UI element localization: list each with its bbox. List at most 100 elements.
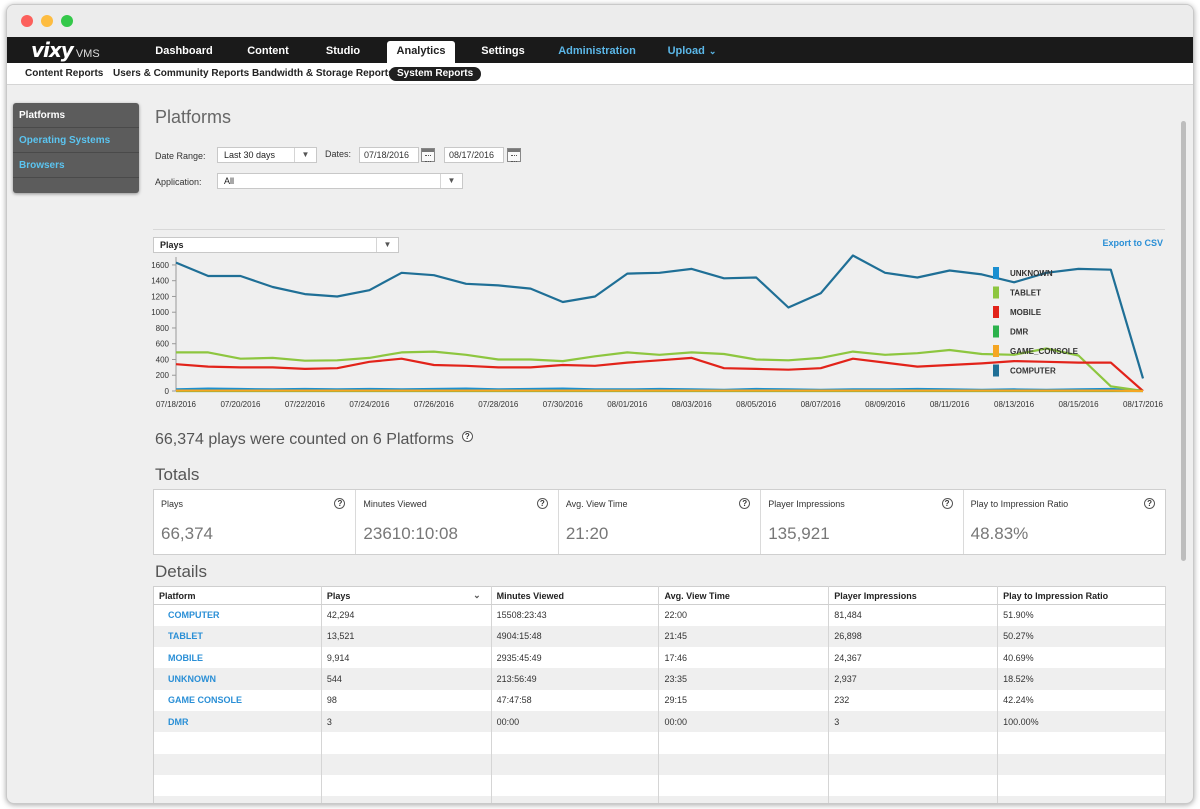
legend-swatch (993, 325, 999, 338)
sidebar-item-platforms[interactable]: Platforms (13, 103, 139, 128)
sub-nav: Content Reports Users & Community Report… (7, 63, 1193, 85)
help-icon[interactable]: ? (536, 498, 548, 509)
col-header-minutes-viewed[interactable]: Minutes Viewed (491, 586, 660, 605)
x-tick-label: 08/15/2016 (1059, 400, 1100, 409)
empty-cell (658, 796, 830, 803)
application-select[interactable]: All ▼ (217, 173, 463, 189)
col-header-play-impression-ratio[interactable]: Play to Impression Ratio (997, 586, 1166, 605)
subtab-system-reports[interactable]: System Reports (389, 67, 482, 81)
empty-cell (491, 774, 660, 797)
vixy-logo[interactable]: vixy VMS (31, 38, 100, 62)
y-tick-label: 1000 (151, 308, 169, 317)
legend-label: MOBILE (1010, 308, 1042, 317)
col-header-avg-view-time[interactable]: Avg. View Time (658, 586, 830, 605)
cell-plays: 544 (321, 668, 492, 690)
total-minutes-viewed: Minutes Viewed ? 23610:10:08 (356, 490, 559, 554)
table-row: DMR 3 00:00 00:00 3 100.00% (153, 710, 1166, 733)
metric-select[interactable]: Plays ▼ (153, 237, 399, 253)
x-tick-label: 08/03/2016 (672, 400, 713, 409)
empty-cell (658, 753, 830, 775)
total-label: Player Impressions (768, 499, 845, 509)
y-tick-label: 600 (156, 340, 170, 349)
empty-cell (997, 796, 1166, 803)
subtab-users-community-reports[interactable]: Users & Community Reports (113, 68, 250, 79)
x-tick-label: 07/26/2016 (414, 400, 455, 409)
empty-cell (828, 796, 999, 803)
empty-cell (321, 753, 492, 775)
total-player-impressions: Player Impressions ? 135,921 (761, 490, 964, 554)
col-header-plays[interactable]: Plays ⌄ (321, 586, 492, 605)
help-icon[interactable]: ? (941, 498, 953, 509)
cell-player-impressions: 232 (828, 689, 999, 711)
empty-cell (321, 796, 492, 803)
x-tick-label: 08/01/2016 (607, 400, 648, 409)
empty-cell (491, 753, 660, 775)
sidebar-item-operating-systems[interactable]: Operating Systems (13, 128, 139, 153)
nav-tab-content[interactable]: Content (247, 45, 289, 57)
cell-platform[interactable]: COMPUTER (153, 604, 322, 626)
cell-avg-view-time: 23:35 (658, 668, 830, 690)
total-avg-view-time: Avg. View Time ? 21:20 (559, 490, 762, 554)
x-tick-label: 07/28/2016 (478, 400, 519, 409)
cell-platform[interactable]: TABLET (153, 625, 322, 648)
date-from-input[interactable]: 07/18/2016 (359, 147, 419, 163)
series-line-mobile (175, 356, 1144, 392)
cell-player-impressions: 3 (828, 710, 999, 733)
help-icon[interactable]: ? (739, 498, 751, 509)
nav-tab-studio[interactable]: Studio (325, 45, 361, 57)
calendar-icon[interactable] (507, 148, 521, 162)
cell-minutes-viewed: 213:56:49 (491, 668, 660, 690)
cell-minutes-viewed: 4904:15:48 (491, 625, 660, 648)
table-row: COMPUTER 42,294 15508:23:43 22:00 81,484 51.9… (153, 604, 1166, 626)
x-tick-label: 08/17/2016 (1123, 400, 1164, 409)
vertical-scrollbar[interactable] (1180, 111, 1187, 801)
subtab-content-reports[interactable]: Content Reports (25, 68, 104, 79)
x-tick-label: 07/30/2016 (543, 400, 584, 409)
nav-tab-administration[interactable]: Administration (558, 45, 636, 57)
summary-text: 66,374 plays were counted on 6 Platforms… (155, 431, 473, 449)
cell-ratio: 51.90% (997, 604, 1166, 626)
scroll-thumb[interactable] (1181, 121, 1186, 561)
empty-table-row (153, 774, 1166, 797)
table-row: GAME CONSOLE 98 47:47:58 29:15 232 42.24% (153, 689, 1166, 711)
nav-tab-upload[interactable]: Upload ⌄ (657, 41, 727, 63)
cell-platform[interactable]: GAME CONSOLE (153, 689, 322, 711)
nav-tab-dashboard[interactable]: Dashboard (155, 45, 213, 57)
details-table: Platform Plays ⌄ Minutes Viewed Avg. View… (153, 586, 1166, 803)
chevron-down-icon: ⌄ (708, 46, 717, 56)
maximize-window-button[interactable] (61, 15, 73, 27)
x-tick-label: 08/07/2016 (801, 400, 842, 409)
cell-avg-view-time: 00:00 (658, 710, 830, 733)
table-row: MOBILE 9,914 2935:45:49 17:46 24,367 40.69% (153, 647, 1166, 669)
sidebar-item-browsers[interactable]: Browsers (13, 153, 139, 178)
help-icon[interactable]: ? (1144, 498, 1156, 509)
col-header-platform[interactable]: Platform (153, 586, 322, 605)
nav-tab-analytics[interactable]: Analytics (387, 41, 455, 63)
date-range-select[interactable]: Last 30 days ▼ (217, 147, 317, 163)
date-to-input[interactable]: 08/17/2016 (444, 147, 504, 163)
subtab-bandwidth-storage-reports[interactable]: Bandwidth & Storage Reports (252, 68, 394, 79)
logo-word: vixy (31, 38, 74, 62)
details-title: Details (155, 562, 207, 581)
export-csv-link[interactable]: Export to CSV (1102, 238, 1163, 248)
legend-label: DMR (1010, 328, 1028, 337)
cell-platform[interactable]: UNKNOWN (153, 668, 322, 690)
cell-avg-view-time: 17:46 (658, 647, 830, 669)
help-icon[interactable]: ? (334, 498, 346, 509)
page-title: Platforms (155, 107, 232, 127)
nav-tab-settings[interactable]: Settings (481, 45, 525, 57)
col-header-player-impressions[interactable]: Player Impressions (828, 586, 999, 605)
y-tick-label: 1600 (151, 261, 169, 270)
empty-cell (997, 753, 1166, 775)
calendar-icon[interactable] (421, 148, 435, 162)
help-icon[interactable]: ? (461, 431, 473, 442)
y-tick-label: 800 (156, 324, 170, 333)
cell-platform[interactable]: DMR (153, 710, 322, 733)
minimize-window-button[interactable] (41, 15, 53, 27)
legend-swatch (993, 306, 999, 318)
close-window-button[interactable] (21, 15, 33, 27)
empty-cell (658, 732, 830, 754)
cell-player-impressions: 2,937 (828, 668, 999, 690)
col-header-plays-label: Plays (326, 590, 351, 601)
cell-platform[interactable]: MOBILE (153, 647, 322, 669)
